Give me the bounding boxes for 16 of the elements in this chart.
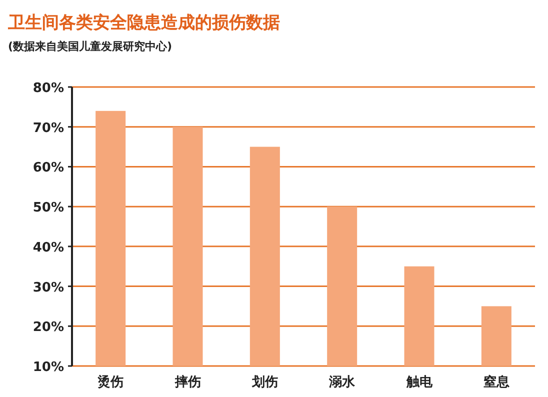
xtick: 划伤 bbox=[252, 375, 278, 390]
xtick: 摔伤 bbox=[174, 375, 201, 390]
ytick: 40% bbox=[32, 240, 64, 256]
subtitle: (数据来自美国儿童发展研究中心) bbox=[8, 40, 172, 53]
ytick: 30% bbox=[32, 280, 64, 296]
xtick: 窒息 bbox=[483, 375, 510, 390]
ytick: 20% bbox=[32, 320, 64, 336]
ytick: 70% bbox=[32, 120, 64, 136]
xtick: 烫伤 bbox=[98, 375, 124, 390]
ytick: 10% bbox=[32, 360, 64, 375]
ytick: 80% bbox=[32, 81, 64, 96]
xtick: 触电 bbox=[406, 375, 432, 390]
ytick: 60% bbox=[32, 160, 64, 176]
title: 卫生间各类安全隐患造成的损伤数据 bbox=[8, 13, 280, 33]
ytick: 50% bbox=[32, 200, 64, 216]
xtick: 溺水 bbox=[329, 375, 356, 390]
